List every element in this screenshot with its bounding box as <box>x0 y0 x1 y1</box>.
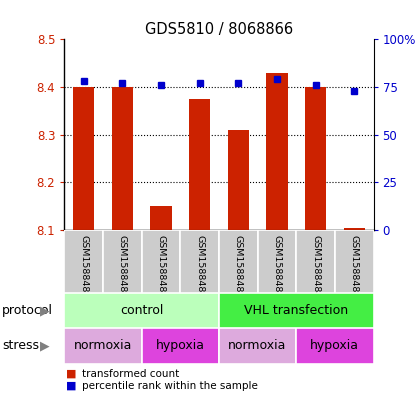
Bar <box>219 328 296 364</box>
Text: GSM1588488: GSM1588488 <box>350 235 359 298</box>
Bar <box>266 73 288 230</box>
Bar <box>219 230 258 293</box>
Bar <box>296 328 374 364</box>
Text: GSM1588487: GSM1588487 <box>272 235 281 298</box>
Bar <box>189 99 210 230</box>
Bar <box>344 228 365 230</box>
Text: percentile rank within the sample: percentile rank within the sample <box>82 381 258 391</box>
Bar <box>64 328 142 364</box>
Bar <box>73 87 94 230</box>
Bar <box>296 230 335 293</box>
Text: ▶: ▶ <box>40 304 50 317</box>
Text: transformed count: transformed count <box>82 369 179 379</box>
Bar <box>180 230 219 293</box>
Text: GSM1588484: GSM1588484 <box>311 235 320 298</box>
Text: GSM1588482: GSM1588482 <box>156 235 166 298</box>
Bar <box>258 230 296 293</box>
Text: protocol: protocol <box>2 304 53 317</box>
Text: hypoxia: hypoxia <box>310 339 359 353</box>
Text: ■: ■ <box>66 369 77 379</box>
Text: control: control <box>120 304 164 317</box>
Text: normoxia: normoxia <box>74 339 132 353</box>
Bar <box>219 293 374 328</box>
Bar <box>335 230 374 293</box>
Bar <box>103 230 142 293</box>
Bar <box>112 87 133 230</box>
Text: stress: stress <box>2 339 39 353</box>
Text: VHL transfection: VHL transfection <box>244 304 348 317</box>
Text: normoxia: normoxia <box>228 339 287 353</box>
Text: GSM1588483: GSM1588483 <box>234 235 243 298</box>
Bar <box>142 328 219 364</box>
Bar <box>150 206 171 230</box>
Bar <box>64 230 103 293</box>
Text: ■: ■ <box>66 381 77 391</box>
Text: ▶: ▶ <box>40 339 50 353</box>
Bar <box>142 230 180 293</box>
Bar <box>64 293 219 328</box>
Text: GSM1588481: GSM1588481 <box>79 235 88 298</box>
Text: hypoxia: hypoxia <box>156 339 205 353</box>
Title: GDS5810 / 8068866: GDS5810 / 8068866 <box>145 22 293 37</box>
Text: GSM1588485: GSM1588485 <box>118 235 127 298</box>
Bar <box>305 87 326 230</box>
Text: GSM1588486: GSM1588486 <box>195 235 204 298</box>
Bar <box>227 130 249 230</box>
